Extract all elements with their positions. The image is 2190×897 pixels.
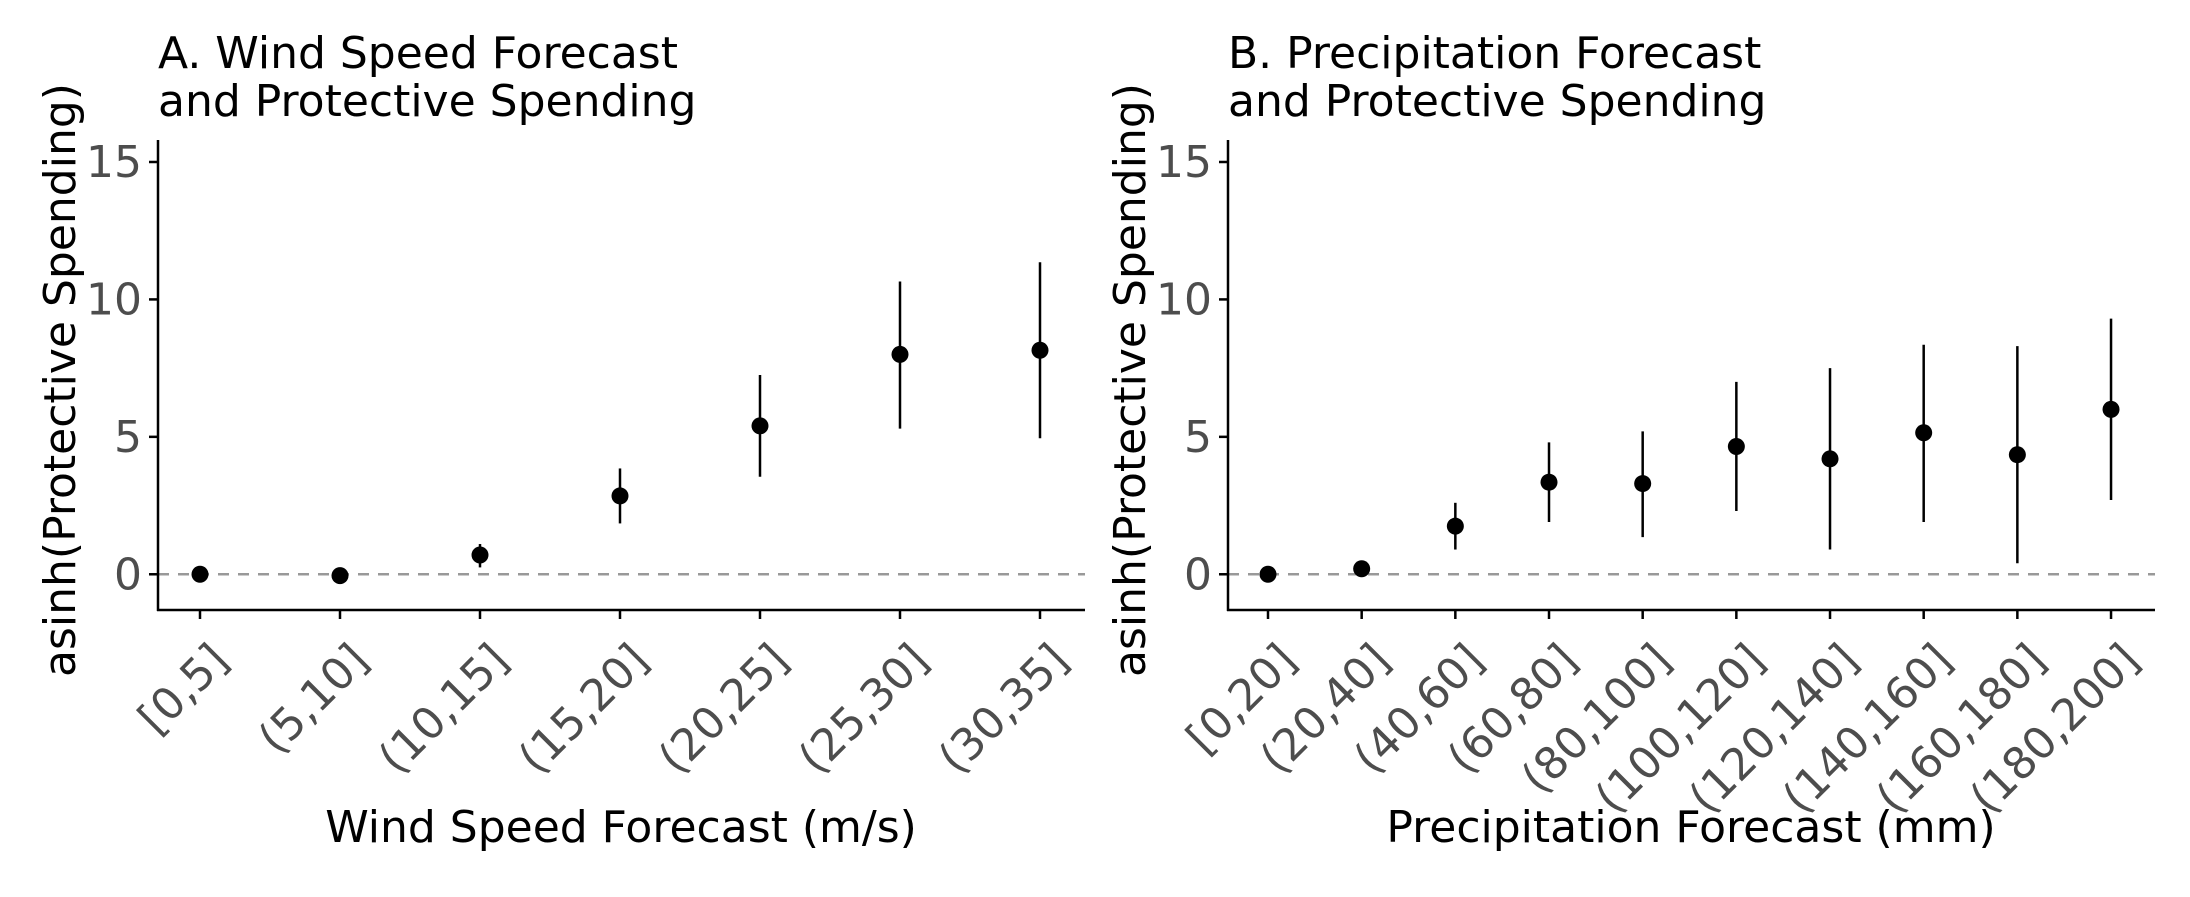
data-point	[1353, 560, 1371, 578]
x-tick-label: (20,25]	[649, 634, 798, 783]
data-point	[1634, 475, 1652, 493]
chart-title-line: and Protective Spending	[1228, 76, 1766, 127]
y-tick-label: 5	[1184, 412, 1212, 463]
y-axis-title: asinh(Protective Spending)	[35, 83, 86, 677]
data-point	[1446, 517, 1464, 535]
y-tick-label: 5	[114, 412, 142, 463]
data-point	[331, 567, 349, 585]
data-point	[2102, 400, 2120, 418]
data-point	[2008, 446, 2026, 464]
data-point	[191, 565, 209, 583]
x-tick-label: (10,15]	[369, 634, 518, 783]
x-axis-title: Precipitation Forecast (mm)	[1386, 802, 1995, 853]
data-point	[891, 345, 909, 363]
y-tick-label: 10	[1156, 274, 1212, 325]
x-tick-label: (30,35]	[929, 634, 1078, 783]
y-tick-label: 15	[1156, 137, 1212, 188]
data-point	[751, 417, 769, 435]
x-tick-label: (15,20]	[509, 634, 658, 783]
data-point	[611, 487, 629, 505]
x-tick-label: [0,5]	[129, 634, 239, 744]
data-point	[1727, 437, 1745, 455]
y-tick-label: 10	[86, 274, 142, 325]
chart-title-line: A. Wind Speed Forecast	[158, 28, 678, 79]
x-tick-label: (5,10]	[249, 634, 379, 764]
chart-title-line: B. Precipitation Forecast	[1228, 28, 1761, 79]
data-point	[1915, 424, 1933, 442]
x-axis-title: Wind Speed Forecast (m/s)	[325, 802, 917, 853]
y-tick-label: 0	[114, 549, 142, 600]
data-point	[471, 546, 489, 564]
data-point	[1259, 565, 1277, 583]
x-tick-label: (25,30]	[789, 634, 938, 783]
data-point	[1540, 473, 1558, 491]
data-point	[1821, 450, 1839, 468]
chart-title-line: and Protective Spending	[158, 76, 696, 127]
data-point	[1031, 341, 1049, 359]
y-tick-label: 0	[1184, 549, 1212, 600]
y-axis-title: asinh(Protective Spending)	[1105, 83, 1156, 677]
y-tick-label: 15	[86, 137, 142, 188]
